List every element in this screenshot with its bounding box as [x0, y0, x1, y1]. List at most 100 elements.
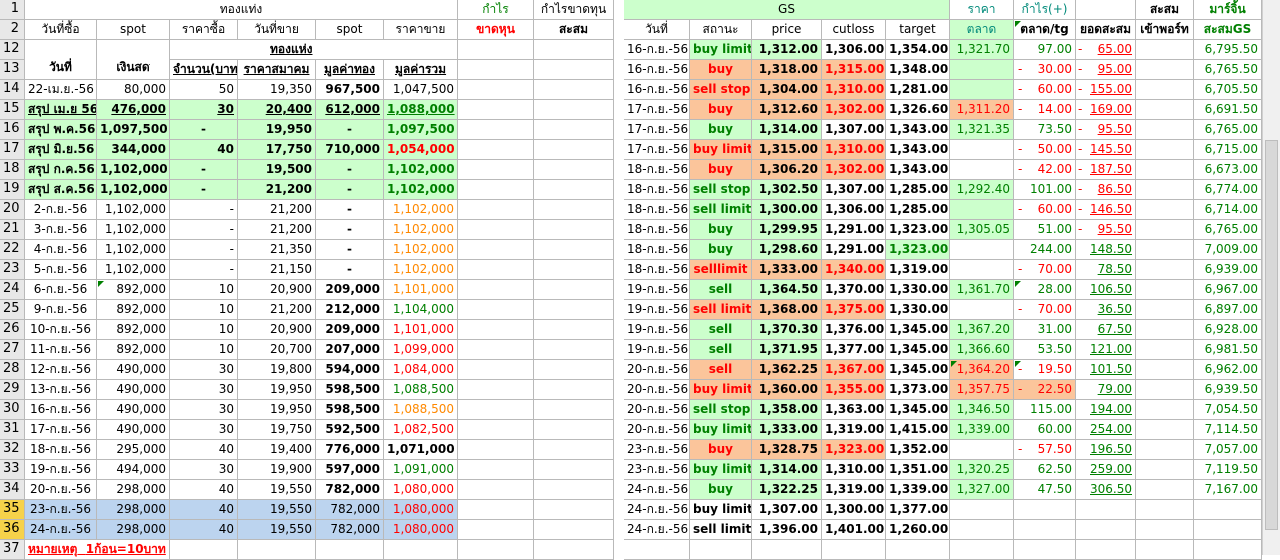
assoc-price-cell[interactable]: 21,200 — [238, 220, 316, 240]
assoc-price-cell[interactable]: 19,750 — [238, 420, 316, 440]
qty-cell[interactable]: 40 — [170, 140, 238, 160]
gs-cutloss-cell[interactable]: 1,310.00 — [822, 80, 886, 100]
gs-cumgs-cell[interactable]: 6,774.00 — [1194, 180, 1262, 200]
assoc-price-cell[interactable]: 17,750 — [238, 140, 316, 160]
qty-cell[interactable]: - — [170, 200, 238, 220]
gs-profit-cell[interactable]: -57.50 — [1014, 440, 1076, 460]
gs-cum-cell[interactable]: 36.50 — [1076, 300, 1136, 320]
gs-market-cell[interactable]: 1,346.50 — [950, 400, 1014, 420]
gs-cum-cell[interactable]: 196.50 — [1076, 440, 1136, 460]
gs-target-cell[interactable]: 1,260.00 — [886, 520, 950, 540]
cell[interactable] — [170, 540, 238, 560]
header-gs-price[interactable]: ราคา — [950, 0, 1014, 20]
gs-market-cell[interactable] — [950, 200, 1014, 220]
cash-cell[interactable]: 298,000 — [97, 480, 170, 500]
gs-target-cell[interactable]: 1,323.00 — [886, 220, 950, 240]
gs-status-cell[interactable]: sell limit — [690, 520, 752, 540]
gs-market-cell[interactable] — [950, 160, 1014, 180]
gs-cum-cell[interactable]: 194.00 — [1076, 400, 1136, 420]
cum-pl-cell[interactable] — [534, 480, 614, 500]
gs-status-cell[interactable]: sell limit — [690, 200, 752, 220]
gs-cumgs-cell[interactable]: 6,962.00 — [1194, 360, 1262, 380]
total-value-cell[interactable]: 1,054,000 — [384, 140, 458, 160]
assoc-price-cell[interactable]: 19,950 — [238, 380, 316, 400]
total-value-cell[interactable]: 1,102,000 — [384, 200, 458, 220]
assoc-price-cell[interactable]: 21,200 — [238, 200, 316, 220]
gs-cum-cell[interactable]: -95.00 — [1076, 60, 1136, 80]
qty-cell[interactable]: - — [170, 260, 238, 280]
gs-profit-cell[interactable]: -42.00 — [1014, 160, 1076, 180]
profit-cell[interactable] — [458, 260, 534, 280]
label-date[interactable]: วันที่ — [25, 40, 97, 80]
gs-target-cell[interactable]: 1,285.00 — [886, 200, 950, 220]
row-header[interactable]: 29 — [0, 380, 25, 400]
total-value-cell[interactable]: 1,088,500 — [384, 380, 458, 400]
qty-cell[interactable]: 40 — [170, 480, 238, 500]
gs-status-cell[interactable]: buy limit — [690, 420, 752, 440]
gs-date-cell[interactable]: 18-ก.ย.-56 — [624, 200, 690, 220]
label-assoc-price[interactable]: ราคาสมาคม — [238, 60, 316, 80]
qty-cell[interactable]: 30 — [170, 420, 238, 440]
gs-date-cell[interactable]: 16-ก.ย.-56 — [624, 40, 690, 60]
gs-market-cell[interactable] — [950, 300, 1014, 320]
row-header[interactable]: 23 — [0, 260, 25, 280]
header-empty[interactable] — [1076, 0, 1136, 20]
cell[interactable] — [1014, 540, 1076, 560]
gs-cum-cell[interactable] — [1076, 500, 1136, 520]
gs-date-cell[interactable]: 19-ก.ย.-56 — [624, 280, 690, 300]
gs-port-cell[interactable] — [1136, 360, 1194, 380]
gs-target-cell[interactable]: 1,343.00 — [886, 160, 950, 180]
profit-cell[interactable] — [458, 140, 534, 160]
assoc-price-cell[interactable]: 21,350 — [238, 240, 316, 260]
total-value-cell[interactable]: 1,082,500 — [384, 420, 458, 440]
header-loss[interactable]: ขาดหุน — [458, 20, 534, 40]
gs-profit-cell[interactable]: 31.00 — [1014, 320, 1076, 340]
header-target[interactable]: target — [886, 20, 950, 40]
buy-date-cell[interactable]: 13-ก.ย.-56 — [25, 380, 97, 400]
gs-cum-cell[interactable]: 254.00 — [1076, 420, 1136, 440]
gold-value-cell[interactable]: 209,000 — [316, 280, 384, 300]
gs-status-cell[interactable]: sell — [690, 280, 752, 300]
cell[interactable] — [534, 60, 614, 80]
cum-pl-cell[interactable] — [534, 520, 614, 540]
gs-cutloss-cell[interactable]: 1,323.00 — [822, 440, 886, 460]
gs-cumgs-cell[interactable]: 6,705.50 — [1194, 80, 1262, 100]
gs-cum-cell[interactable]: -86.50 — [1076, 180, 1136, 200]
gs-cum-cell[interactable]: -187.50 — [1076, 160, 1136, 180]
vertical-scrollbar[interactable] — [1262, 0, 1280, 555]
gs-date-cell[interactable]: 18-ก.ย.-56 — [624, 180, 690, 200]
cash-cell[interactable]: 344,000 — [97, 140, 170, 160]
gold-value-cell[interactable]: - — [316, 220, 384, 240]
cash-cell[interactable]: 892,000 — [97, 320, 170, 340]
gs-status-cell[interactable]: buy — [690, 240, 752, 260]
row-header[interactable]: 1 — [0, 0, 25, 20]
qty-cell[interactable]: - — [170, 120, 238, 140]
gs-status-cell[interactable]: sell stop — [690, 80, 752, 100]
qty-cell[interactable]: 10 — [170, 320, 238, 340]
label-cash[interactable]: เงินสด — [97, 40, 170, 80]
total-value-cell[interactable]: 1,047,500 — [384, 80, 458, 100]
gs-status-cell[interactable]: buy limit — [690, 500, 752, 520]
gs-price-cell[interactable]: 1,302.50 — [752, 180, 822, 200]
cell[interactable] — [624, 540, 690, 560]
cash-cell[interactable]: 1,102,000 — [97, 200, 170, 220]
profit-cell[interactable] — [458, 240, 534, 260]
gs-cumgs-cell[interactable]: 6,765.00 — [1194, 120, 1262, 140]
header-price[interactable]: price — [752, 20, 822, 40]
gs-market-cell[interactable] — [950, 80, 1014, 100]
gs-port-cell[interactable] — [1136, 460, 1194, 480]
total-value-cell[interactable]: 1,097,500 — [384, 120, 458, 140]
cell[interactable] — [458, 60, 534, 80]
buy-date-cell[interactable]: 6-ก.ย.-56 — [25, 280, 97, 300]
gs-profit-cell[interactable]: 53.50 — [1014, 340, 1076, 360]
header-cutloss[interactable]: cutloss — [822, 20, 886, 40]
buy-date-cell[interactable]: 11-ก.ย.-56 — [25, 340, 97, 360]
qty-cell[interactable]: 10 — [170, 300, 238, 320]
gs-market-cell[interactable] — [950, 140, 1014, 160]
gs-target-cell[interactable]: 1,354.00 — [886, 40, 950, 60]
gs-date-cell[interactable]: 16-ก.ย.-56 — [624, 60, 690, 80]
gold-value-cell[interactable]: - — [316, 180, 384, 200]
cash-cell[interactable]: 892,000 — [97, 340, 170, 360]
gs-price-cell[interactable]: 1,364.50 — [752, 280, 822, 300]
gs-status-cell[interactable]: buy limit — [690, 40, 752, 60]
